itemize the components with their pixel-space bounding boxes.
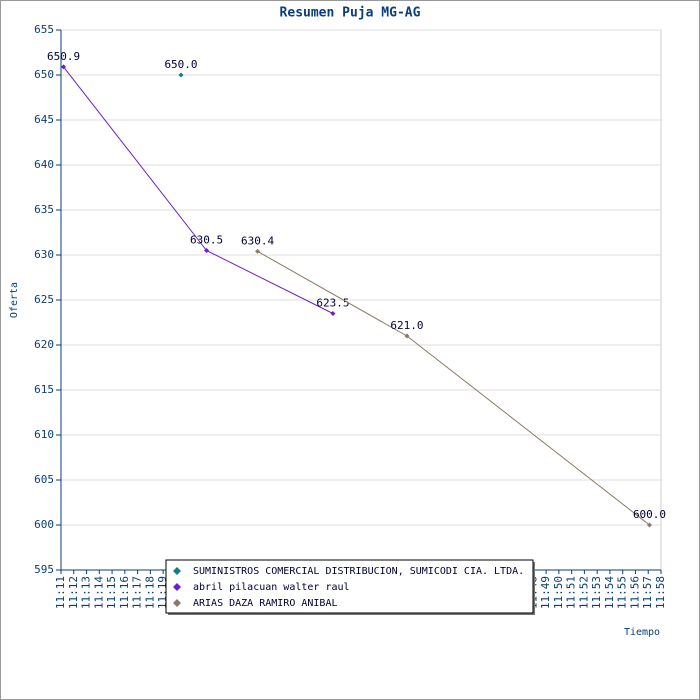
- legend-label: ARIAS DAZA RAMIRO ANIBAL: [193, 598, 338, 609]
- point: [204, 248, 210, 253]
- y-tick-label: 645: [34, 113, 54, 126]
- x-tick-label: 11:15: [105, 576, 118, 609]
- data-label: 650.9: [47, 50, 80, 63]
- legend-marker: [173, 567, 181, 575]
- x-tick-label: 11:12: [67, 576, 80, 609]
- x-tick-label: 11:13: [80, 576, 93, 609]
- y-tick-label: 600: [34, 518, 54, 531]
- x-tick-label: 11:16: [118, 576, 131, 609]
- y-axis-label: Oferta: [9, 282, 20, 318]
- x-tick-label: 11:58: [654, 576, 667, 609]
- y-tick-label: 615: [34, 383, 54, 396]
- legend: SUMINISTROS COMERCIAL DISTRIBUCION, SUMI…: [165, 559, 535, 615]
- legend-marker: [173, 583, 181, 591]
- y-tick-label: 595: [34, 563, 54, 576]
- point: [404, 333, 410, 339]
- legend-label: SUMINISTROS COMERCIAL DISTRIBUCION, SUMI…: [193, 566, 524, 577]
- x-tick-label: 11:14: [92, 576, 105, 609]
- data-label: 623.5: [316, 297, 349, 310]
- x-tick-label: 11:50: [552, 576, 565, 609]
- legend-marker: [173, 599, 181, 607]
- x-tick-label: 11:54: [603, 576, 616, 609]
- x-tick-label: 11:52: [577, 576, 590, 609]
- y-tick-label: 650: [34, 68, 54, 81]
- y-tick-label: 610: [34, 428, 54, 441]
- chart-title: Resumen Puja MG-AG: [280, 6, 421, 21]
- x-tick-label: 11:49: [539, 576, 552, 609]
- y-tick-label: 635: [34, 203, 54, 216]
- marks: 650.0 650.9 630.5 623.5 630.4 621.0 600.0: [47, 50, 666, 528]
- x-tick-label: 11:57: [641, 576, 654, 609]
- x-tick-label: 11:17: [131, 576, 144, 609]
- y-tick-label: 630: [34, 248, 54, 261]
- point: [178, 72, 184, 78]
- data-label: 630.4: [241, 234, 274, 247]
- data-label: 621.0: [390, 319, 423, 332]
- x-axis-label: Tiempo: [624, 627, 660, 638]
- x-tick-label: 11:51: [565, 576, 578, 609]
- point: [255, 248, 261, 254]
- y-tick-label: 625: [34, 293, 54, 306]
- x-tick-label: 11:18: [143, 576, 156, 609]
- point: [330, 311, 336, 316]
- data-label: 650.0: [164, 58, 197, 71]
- legend-label: abril pilacuan walter raul: [193, 582, 350, 593]
- x-tick-label: 11:11: [54, 576, 67, 609]
- point: [61, 64, 67, 70]
- y-tick-label: 605: [34, 473, 54, 486]
- point: [647, 522, 653, 528]
- y-tick-label: 620: [34, 338, 54, 351]
- x-tick-label: 11:53: [590, 576, 603, 609]
- x-tick-label: 11:55: [616, 576, 629, 609]
- legend-box: [165, 559, 534, 614]
- x-tick-label: 11:56: [628, 576, 641, 609]
- data-label: 600.0: [633, 508, 666, 521]
- y-tick-label: 640: [34, 158, 54, 171]
- y-tick-label: 655: [34, 23, 54, 36]
- data-label: 630.5: [190, 234, 223, 247]
